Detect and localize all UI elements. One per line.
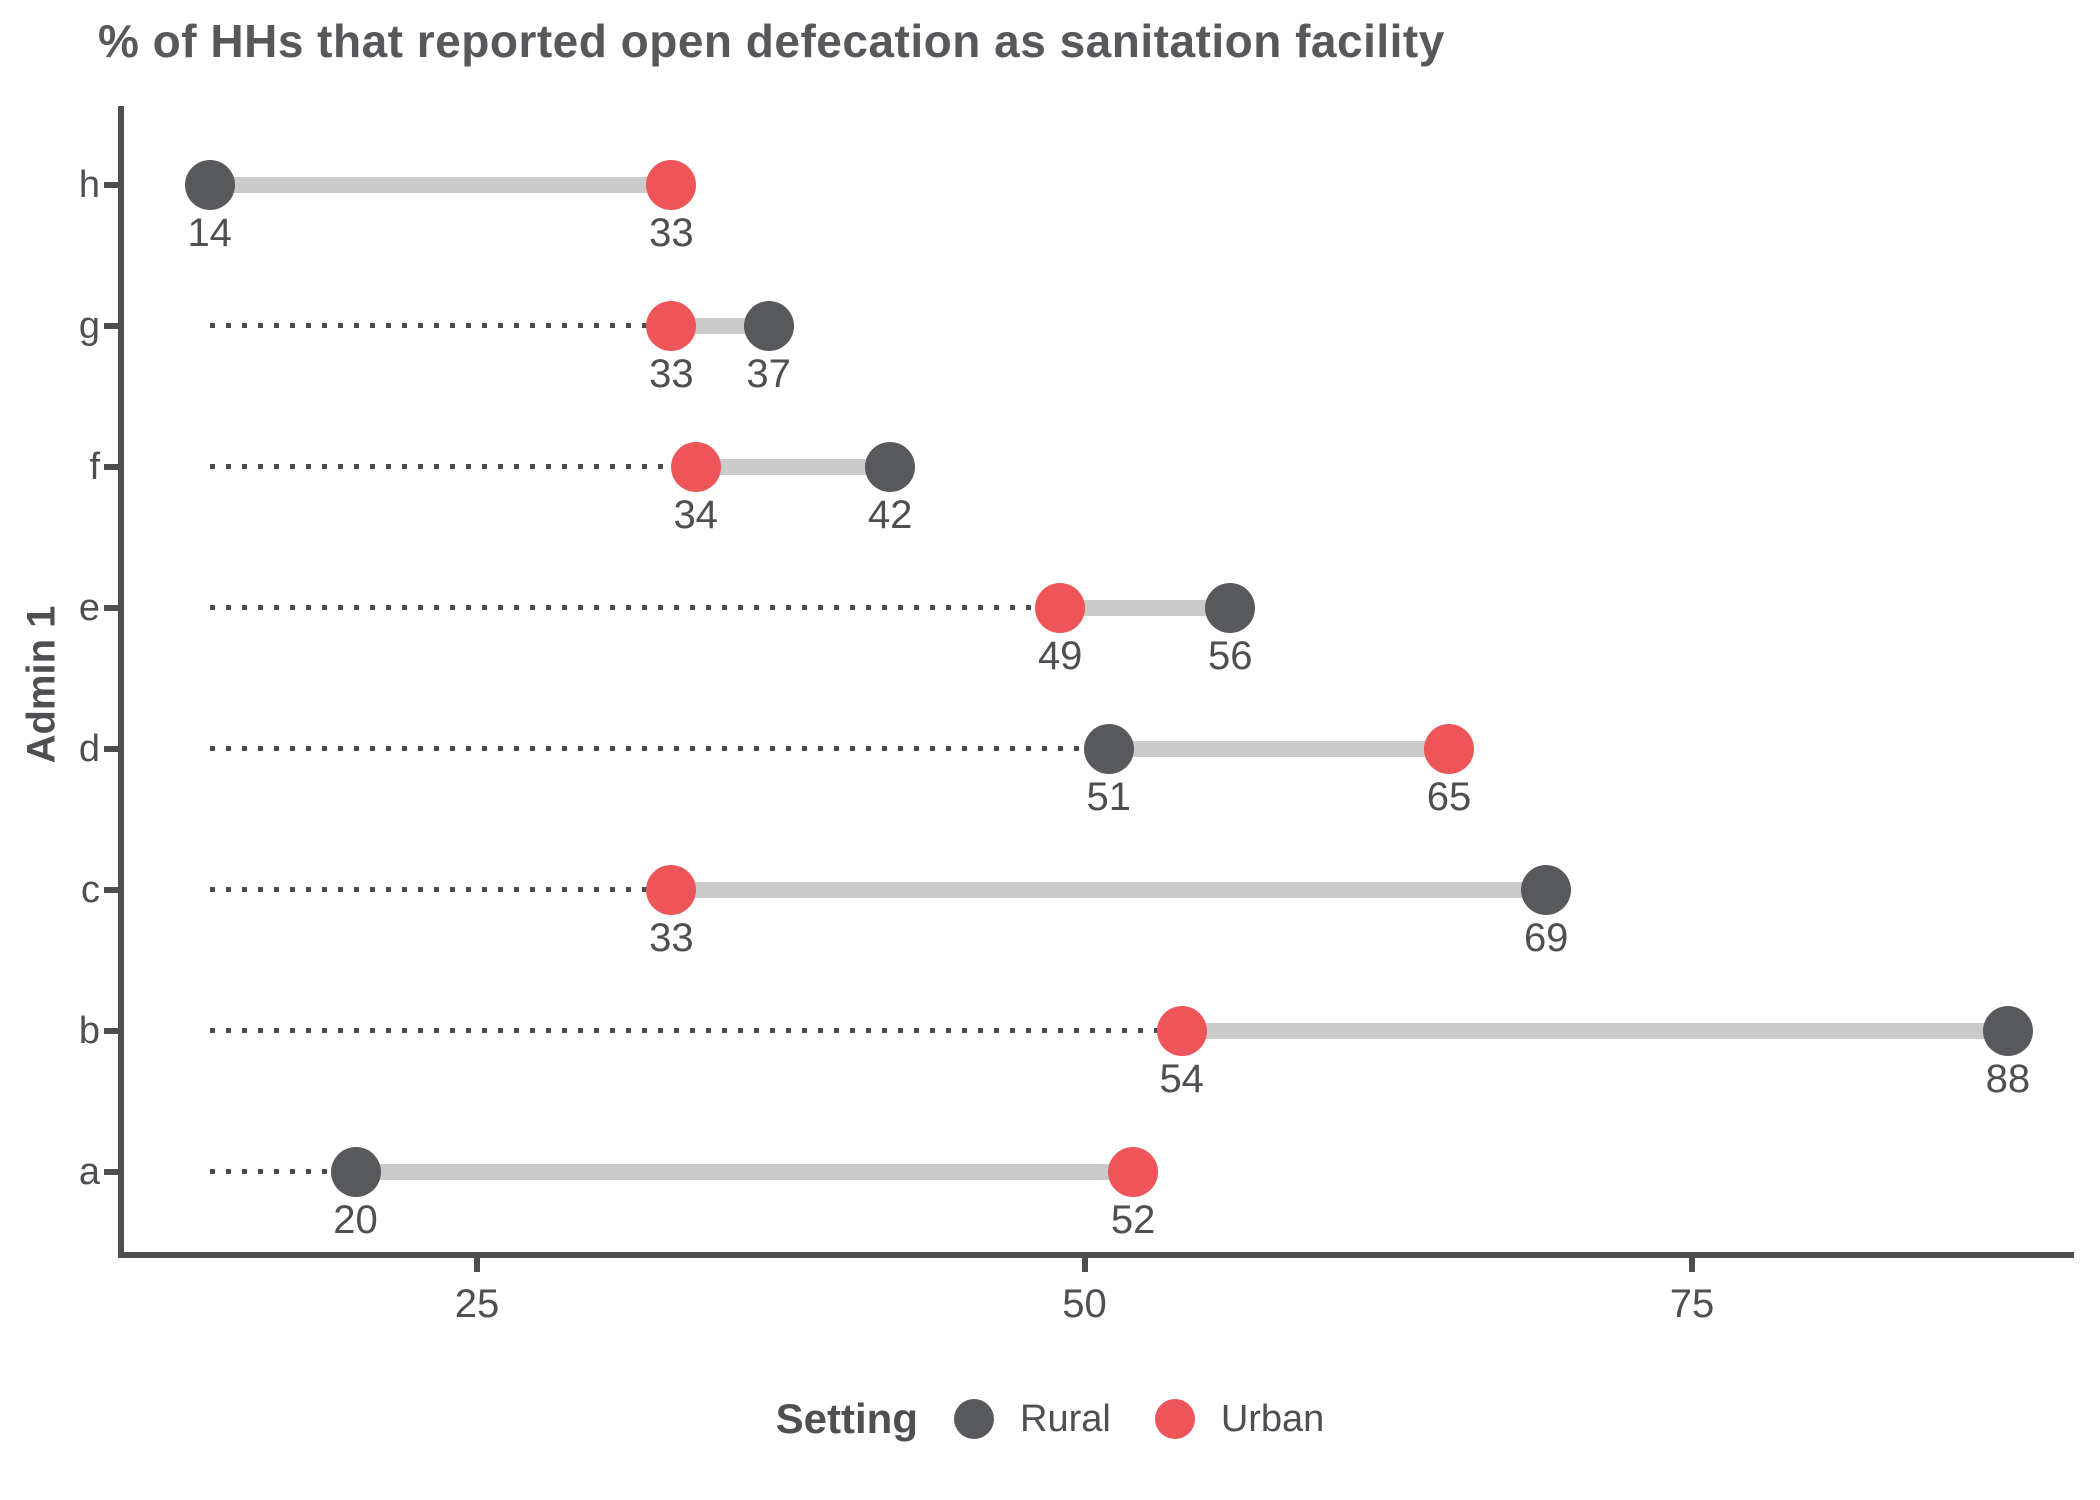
- value-label: 52: [1110, 1198, 1156, 1242]
- x-axis-line: [118, 1252, 2074, 1258]
- y-tick: [104, 323, 119, 329]
- legend-label-rural: Rural: [1020, 1397, 1111, 1440]
- value-label: 56: [1208, 634, 1253, 678]
- value-label: 54: [1159, 1057, 1204, 1101]
- value-label: 37: [746, 352, 791, 396]
- legend-item-rural: Rural: [954, 1398, 1111, 1441]
- rural-dot: [330, 1147, 381, 1197]
- y-tick: [104, 746, 119, 752]
- legend-swatch-rural: [954, 1399, 994, 1439]
- value-label: 33: [649, 211, 694, 255]
- leader-line: [209, 605, 1061, 610]
- connector: [671, 882, 1547, 898]
- connector: [1108, 741, 1449, 757]
- urban-dot: [670, 442, 721, 492]
- legend-swatch-urban: [1154, 1399, 1195, 1439]
- urban-dot: [1156, 1006, 1207, 1056]
- value-label: 34: [673, 493, 718, 537]
- y-axis-title: Admin 1: [19, 605, 64, 764]
- y-tick: [104, 182, 119, 188]
- y-tick: [104, 464, 119, 470]
- rural-dot: [1982, 1006, 2033, 1056]
- y-tick: [104, 605, 119, 611]
- legend-item-urban: Urban: [1154, 1397, 1325, 1441]
- y-tick-label: a: [78, 1151, 100, 1193]
- value-label: 20: [333, 1198, 378, 1242]
- legend: Setting Rural Urban: [0, 1386, 2100, 1452]
- leader-line: [209, 1028, 1182, 1033]
- y-tick-label: g: [78, 305, 100, 347]
- rural-dot: [1083, 724, 1134, 774]
- leader-line: [209, 323, 672, 328]
- value-label: 49: [1037, 634, 1083, 678]
- y-tick: [104, 1028, 119, 1034]
- value-label: 33: [649, 352, 694, 396]
- x-tick-label: 75: [1669, 1282, 1715, 1326]
- urban-dot: [1035, 583, 1086, 633]
- connector: [1181, 1023, 2008, 1039]
- value-label: 33: [649, 916, 694, 960]
- legend-title: Setting: [775, 1395, 918, 1442]
- urban-dot: [646, 160, 697, 210]
- connector: [695, 459, 891, 475]
- leader-line: [209, 1169, 356, 1174]
- y-tick-label: h: [78, 164, 100, 206]
- x-tick-label: 25: [454, 1282, 500, 1326]
- x-tick: [474, 1258, 480, 1272]
- connector: [355, 1164, 1134, 1180]
- y-tick-label: c: [81, 869, 100, 911]
- x-tick: [1689, 1258, 1695, 1272]
- value-label: 14: [187, 211, 232, 255]
- value-label: 69: [1523, 916, 1569, 960]
- y-tick: [104, 887, 119, 893]
- urban-dot: [646, 301, 697, 351]
- y-tick-label: e: [78, 587, 100, 629]
- connector: [209, 177, 672, 193]
- urban-dot: [1424, 724, 1474, 774]
- connector: [1060, 600, 1231, 616]
- y-tick-label: d: [78, 728, 100, 770]
- value-label: 88: [1985, 1057, 2031, 1101]
- rural-dot: [1205, 583, 1256, 633]
- urban-dot: [646, 865, 697, 915]
- y-axis-line: [118, 106, 124, 1258]
- rural-dot: [184, 160, 235, 210]
- legend-label-urban: Urban: [1220, 1397, 1325, 1440]
- leader-line: [209, 887, 672, 892]
- rural-dot: [865, 442, 916, 492]
- leader-line: [209, 746, 1109, 751]
- rural-dot: [1521, 865, 1572, 915]
- x-tick: [1081, 1258, 1088, 1272]
- urban-dot: [1108, 1147, 1159, 1197]
- y-tick: [104, 1169, 119, 1175]
- y-tick-label: b: [78, 1010, 100, 1052]
- x-tick-label: 50: [1062, 1282, 1107, 1326]
- value-label: 42: [867, 493, 913, 537]
- value-label: 65: [1426, 775, 1472, 819]
- rural-dot: [743, 301, 794, 351]
- chart-title: % of HHs that reported open defecation a…: [98, 15, 1445, 67]
- y-tick-label: f: [89, 446, 100, 488]
- leader-line: [209, 464, 696, 469]
- value-label: 51: [1086, 775, 1132, 819]
